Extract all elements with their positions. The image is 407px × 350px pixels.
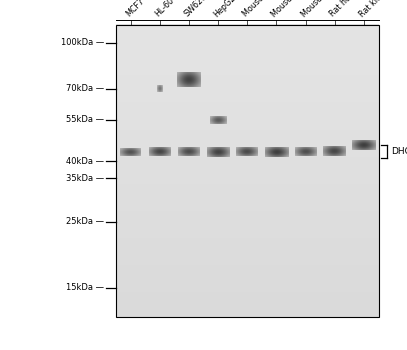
Text: 40kDa —: 40kDa — — [66, 156, 104, 166]
Text: Rat heart: Rat heart — [328, 0, 361, 19]
Text: 15kDa —: 15kDa — — [66, 284, 104, 292]
Text: DHODH: DHODH — [391, 147, 407, 156]
Text: 35kDa —: 35kDa — — [66, 174, 104, 183]
Text: Mouse heart: Mouse heart — [241, 0, 282, 19]
Text: Mouse kidney: Mouse kidney — [299, 0, 345, 19]
Bar — [116, 25, 379, 317]
Text: HepG2: HepG2 — [212, 0, 237, 19]
Text: 55kDa —: 55kDa — — [66, 116, 104, 124]
Text: 100kDa —: 100kDa — — [61, 38, 104, 47]
Text: 25kDa —: 25kDa — — [66, 217, 104, 226]
Text: Mouse spleen: Mouse spleen — [270, 0, 315, 19]
Text: MCF7: MCF7 — [124, 0, 146, 19]
Text: 70kDa —: 70kDa — — [66, 84, 104, 93]
Text: Rat kidney: Rat kidney — [358, 0, 394, 19]
Text: SW620: SW620 — [183, 0, 209, 19]
Text: HL-60: HL-60 — [153, 0, 176, 19]
